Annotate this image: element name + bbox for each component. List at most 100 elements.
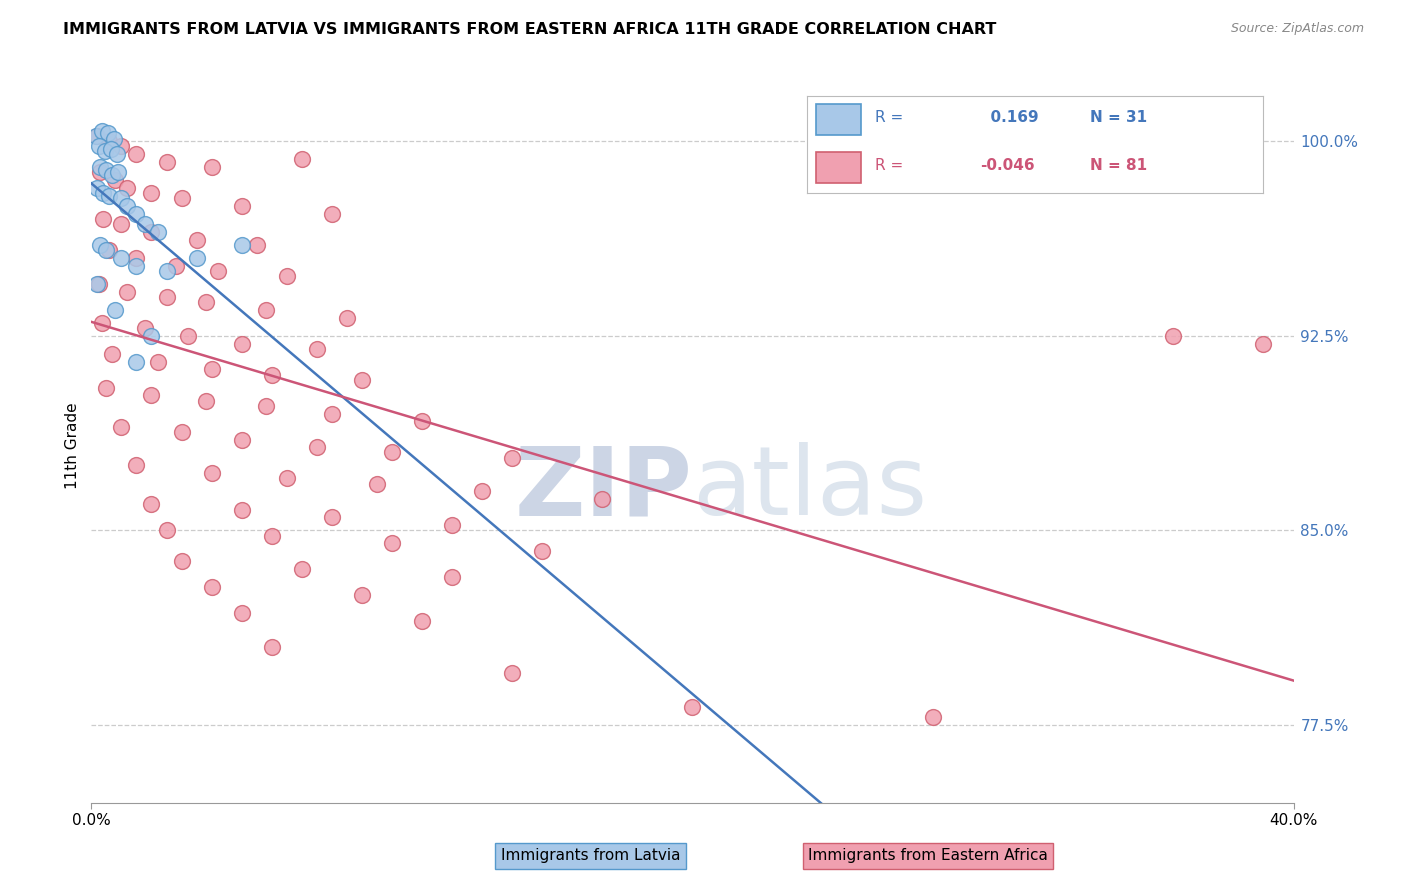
Text: Immigrants from Latvia: Immigrants from Latvia xyxy=(501,848,681,863)
Point xyxy=(86,181,108,195)
Point xyxy=(186,251,208,265)
Point xyxy=(117,199,139,213)
Point xyxy=(98,134,121,148)
Point xyxy=(411,614,433,628)
Point xyxy=(291,562,314,576)
Text: Source: ZipAtlas.com: Source: ZipAtlas.com xyxy=(1230,22,1364,36)
Point xyxy=(321,510,343,524)
Point xyxy=(110,251,132,265)
Point xyxy=(155,524,177,538)
Point xyxy=(125,251,148,265)
Point xyxy=(141,186,163,200)
Point xyxy=(125,458,148,473)
Point xyxy=(125,259,148,273)
Point xyxy=(125,147,148,161)
Text: Immigrants from Eastern Africa: Immigrants from Eastern Africa xyxy=(808,848,1047,863)
Text: IMMIGRANTS FROM LATVIA VS IMMIGRANTS FROM EASTERN AFRICA 11TH GRADE CORRELATION : IMMIGRANTS FROM LATVIA VS IMMIGRANTS FRO… xyxy=(63,22,997,37)
Point xyxy=(101,168,124,182)
Point xyxy=(246,238,269,252)
Point xyxy=(90,124,112,138)
Point xyxy=(276,268,298,283)
Point xyxy=(291,153,314,167)
Point xyxy=(98,188,121,202)
Point xyxy=(110,139,132,153)
Point xyxy=(155,154,177,169)
Point xyxy=(441,518,464,533)
Point xyxy=(260,528,283,542)
Point xyxy=(231,607,253,621)
Point xyxy=(141,497,163,511)
Point xyxy=(276,471,298,485)
Point xyxy=(86,128,108,143)
Point xyxy=(366,476,388,491)
Point xyxy=(231,433,253,447)
Point xyxy=(94,145,117,159)
Point xyxy=(110,217,132,231)
Text: ZIP: ZIP xyxy=(515,442,692,535)
Point xyxy=(117,181,139,195)
Point xyxy=(86,277,108,291)
Point xyxy=(260,640,283,654)
Point xyxy=(98,243,121,257)
Point xyxy=(411,414,433,428)
Point xyxy=(170,191,193,205)
Point xyxy=(107,165,129,179)
Point xyxy=(155,290,177,304)
Point xyxy=(922,710,945,724)
Point xyxy=(110,419,132,434)
Point xyxy=(141,225,163,239)
Point xyxy=(207,264,229,278)
Point xyxy=(350,588,373,602)
Point xyxy=(89,238,111,252)
Point xyxy=(186,233,208,247)
Point xyxy=(170,554,193,568)
Point xyxy=(165,259,187,273)
Point xyxy=(501,450,523,465)
Point xyxy=(90,316,112,330)
Point xyxy=(231,199,253,213)
Point xyxy=(101,347,124,361)
Text: atlas: atlas xyxy=(692,442,928,535)
Point xyxy=(141,388,163,402)
Point xyxy=(441,570,464,584)
Point xyxy=(96,162,118,177)
Point xyxy=(104,173,127,187)
Point xyxy=(260,368,283,382)
Point xyxy=(201,160,224,174)
Point xyxy=(1161,328,1184,343)
Point xyxy=(134,321,156,335)
Point xyxy=(305,440,328,454)
Point xyxy=(201,467,224,481)
Point xyxy=(134,217,156,231)
Point xyxy=(231,238,253,252)
Point xyxy=(141,328,163,343)
Point xyxy=(194,393,217,408)
Point xyxy=(117,285,139,299)
Point xyxy=(84,128,107,143)
Point xyxy=(231,336,253,351)
Point xyxy=(176,328,198,343)
Y-axis label: 11th Grade: 11th Grade xyxy=(65,402,80,490)
Point xyxy=(231,502,253,516)
Point xyxy=(146,354,169,368)
Point xyxy=(321,207,343,221)
Point xyxy=(201,581,224,595)
Point xyxy=(155,264,177,278)
Point xyxy=(96,381,118,395)
Point xyxy=(97,126,120,140)
Point xyxy=(681,699,703,714)
Point xyxy=(146,225,169,239)
Point xyxy=(103,131,125,145)
Point xyxy=(89,160,111,174)
Point xyxy=(93,211,115,226)
Point xyxy=(381,536,404,550)
Point xyxy=(321,407,343,421)
Point xyxy=(531,544,554,558)
Point xyxy=(1253,336,1275,351)
Point xyxy=(254,302,277,317)
Point xyxy=(350,373,373,387)
Point xyxy=(87,139,110,153)
Point xyxy=(194,295,217,310)
Point xyxy=(170,425,193,439)
Point xyxy=(471,484,494,499)
